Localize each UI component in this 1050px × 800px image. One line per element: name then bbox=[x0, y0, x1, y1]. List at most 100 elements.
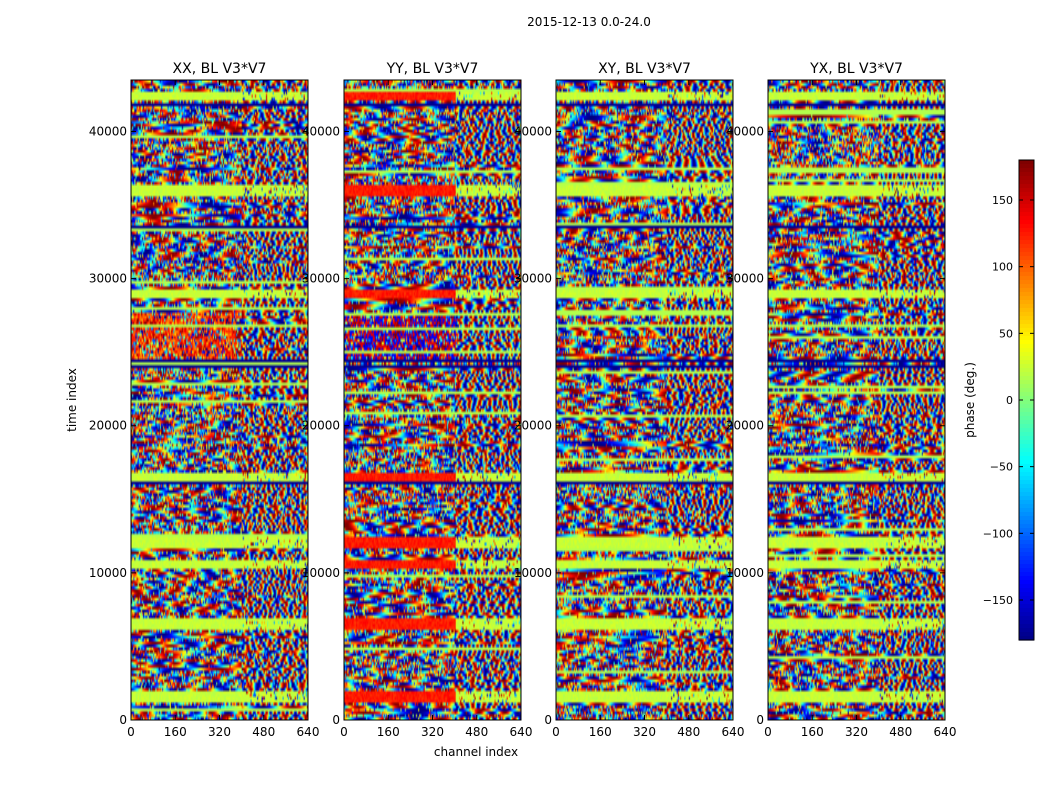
colorbar-swatch bbox=[1019, 604, 1034, 609]
colorbar-swatch bbox=[1019, 388, 1034, 393]
colorbar-swatch bbox=[1019, 176, 1034, 181]
colorbar-swatch bbox=[1019, 232, 1034, 237]
colorbar-swatch bbox=[1019, 196, 1034, 201]
colorbar-swatch bbox=[1019, 180, 1034, 185]
colorbar-swatch bbox=[1019, 560, 1034, 565]
y-tick-label: 40000 bbox=[514, 124, 552, 138]
colorbar-swatch bbox=[1019, 228, 1034, 233]
y-tick-label: 40000 bbox=[89, 124, 127, 138]
x-tick-label: 480 bbox=[465, 725, 488, 739]
colorbar-swatch bbox=[1019, 460, 1034, 465]
colorbar-swatch bbox=[1019, 288, 1034, 293]
x-tick-label: 640 bbox=[297, 725, 320, 739]
colorbar-swatch bbox=[1019, 412, 1034, 417]
x-tick-label: 320 bbox=[421, 725, 444, 739]
colorbar-swatch bbox=[1019, 404, 1034, 409]
colorbar-swatch bbox=[1019, 320, 1034, 325]
colorbar-tick-label: 0 bbox=[1006, 394, 1013, 407]
colorbar-swatch bbox=[1019, 468, 1034, 473]
x-tick-label: 640 bbox=[722, 725, 745, 739]
x-tick-label: 480 bbox=[677, 725, 700, 739]
colorbar-swatch bbox=[1019, 536, 1034, 541]
colorbar-swatch bbox=[1019, 356, 1034, 361]
colorbar-swatch bbox=[1019, 380, 1034, 385]
colorbar-swatch bbox=[1019, 496, 1034, 501]
y-tick-label: 20000 bbox=[514, 419, 552, 433]
colorbar-swatch bbox=[1019, 244, 1034, 249]
colorbar-swatch bbox=[1019, 188, 1034, 193]
colorbar-swatch bbox=[1019, 252, 1034, 257]
colorbar-swatch bbox=[1019, 332, 1034, 337]
colorbar-swatch bbox=[1019, 364, 1034, 369]
colorbar-swatch bbox=[1019, 220, 1034, 225]
heatmap-image-xy bbox=[556, 80, 733, 720]
y-tick-label: 30000 bbox=[89, 272, 127, 286]
colorbar-tick-label: −100 bbox=[983, 527, 1013, 540]
colorbar-swatch bbox=[1019, 192, 1034, 197]
colorbar-swatch bbox=[1019, 516, 1034, 521]
colorbar-swatch bbox=[1019, 300, 1034, 305]
colorbar-swatch bbox=[1019, 620, 1034, 625]
colorbar-swatch bbox=[1019, 260, 1034, 265]
x-tick-label: 480 bbox=[252, 725, 275, 739]
colorbar-swatch bbox=[1019, 172, 1034, 177]
colorbar-swatch bbox=[1019, 224, 1034, 229]
colorbar-swatch bbox=[1019, 340, 1034, 345]
colorbar-swatch bbox=[1019, 464, 1034, 469]
x-tick-label: 0 bbox=[340, 725, 348, 739]
colorbar-swatch bbox=[1019, 164, 1034, 169]
colorbar-swatch bbox=[1019, 436, 1034, 441]
colorbar-tick-label: 100 bbox=[992, 261, 1013, 274]
panel-title-xx: XX, BL V3*V7 bbox=[173, 61, 267, 77]
colorbar-swatch bbox=[1019, 296, 1034, 301]
x-tick-label: 0 bbox=[127, 725, 135, 739]
colorbar-swatch bbox=[1019, 472, 1034, 477]
colorbar-swatch bbox=[1019, 484, 1034, 489]
heatmap-image-yy bbox=[344, 80, 521, 720]
colorbar-swatch bbox=[1019, 420, 1034, 425]
y-tick-label: 20000 bbox=[726, 419, 764, 433]
colorbar-swatch bbox=[1019, 328, 1034, 333]
colorbar-swatch bbox=[1019, 276, 1034, 281]
colorbar-swatch bbox=[1019, 312, 1034, 317]
colorbar-swatch bbox=[1019, 448, 1034, 453]
colorbar-swatch bbox=[1019, 204, 1034, 209]
colorbar-swatch bbox=[1019, 524, 1034, 529]
y-tick-label: 30000 bbox=[726, 272, 764, 286]
colorbar-swatch bbox=[1019, 304, 1034, 309]
colorbar-swatch bbox=[1019, 392, 1034, 397]
panel-xy: XY, BL V3*V7 0 160 320 480 640 0 10000 20000 3000… bbox=[514, 61, 745, 739]
colorbar-swatch bbox=[1019, 456, 1034, 461]
colorbar-swatch bbox=[1019, 584, 1034, 589]
colorbar-swatch bbox=[1019, 540, 1034, 545]
x-tick-label: 640 bbox=[934, 725, 957, 739]
colorbar-swatch bbox=[1019, 372, 1034, 377]
colorbar-swatch bbox=[1019, 520, 1034, 525]
colorbar-swatch bbox=[1019, 576, 1034, 581]
colorbar-swatch bbox=[1019, 336, 1034, 341]
colorbar-tick-label: 50 bbox=[999, 327, 1013, 340]
colorbar-swatch bbox=[1019, 248, 1034, 253]
x-tick-label: 160 bbox=[589, 725, 612, 739]
colorbar-swatch bbox=[1019, 492, 1034, 497]
colorbar-swatch bbox=[1019, 636, 1034, 641]
colorbar-swatch bbox=[1019, 548, 1034, 553]
panels: XX, BL V3*V7 0 160 320 480 640 0 10000 20000 3000… bbox=[89, 61, 957, 739]
colorbar-swatch bbox=[1019, 596, 1034, 601]
colorbar-swatch bbox=[1019, 600, 1034, 605]
heatmap-image-xx bbox=[131, 80, 308, 720]
colorbar-swatch bbox=[1019, 368, 1034, 373]
colorbar-swatch bbox=[1019, 292, 1034, 297]
panel-xx: XX, BL V3*V7 0 160 320 480 640 0 10000 20000 3000… bbox=[89, 61, 320, 739]
x-tick-label: 640 bbox=[510, 725, 533, 739]
colorbar-tick-label: 150 bbox=[992, 194, 1013, 207]
colorbar-swatch bbox=[1019, 284, 1034, 289]
colorbar-swatch bbox=[1019, 376, 1034, 381]
colorbar-swatch bbox=[1019, 316, 1034, 321]
y-tick-label: 30000 bbox=[514, 272, 552, 286]
y-tick-label: 40000 bbox=[726, 124, 764, 138]
colorbar-swatch bbox=[1019, 384, 1034, 389]
colorbar-swatch bbox=[1019, 568, 1034, 573]
x-tick-label: 320 bbox=[633, 725, 656, 739]
